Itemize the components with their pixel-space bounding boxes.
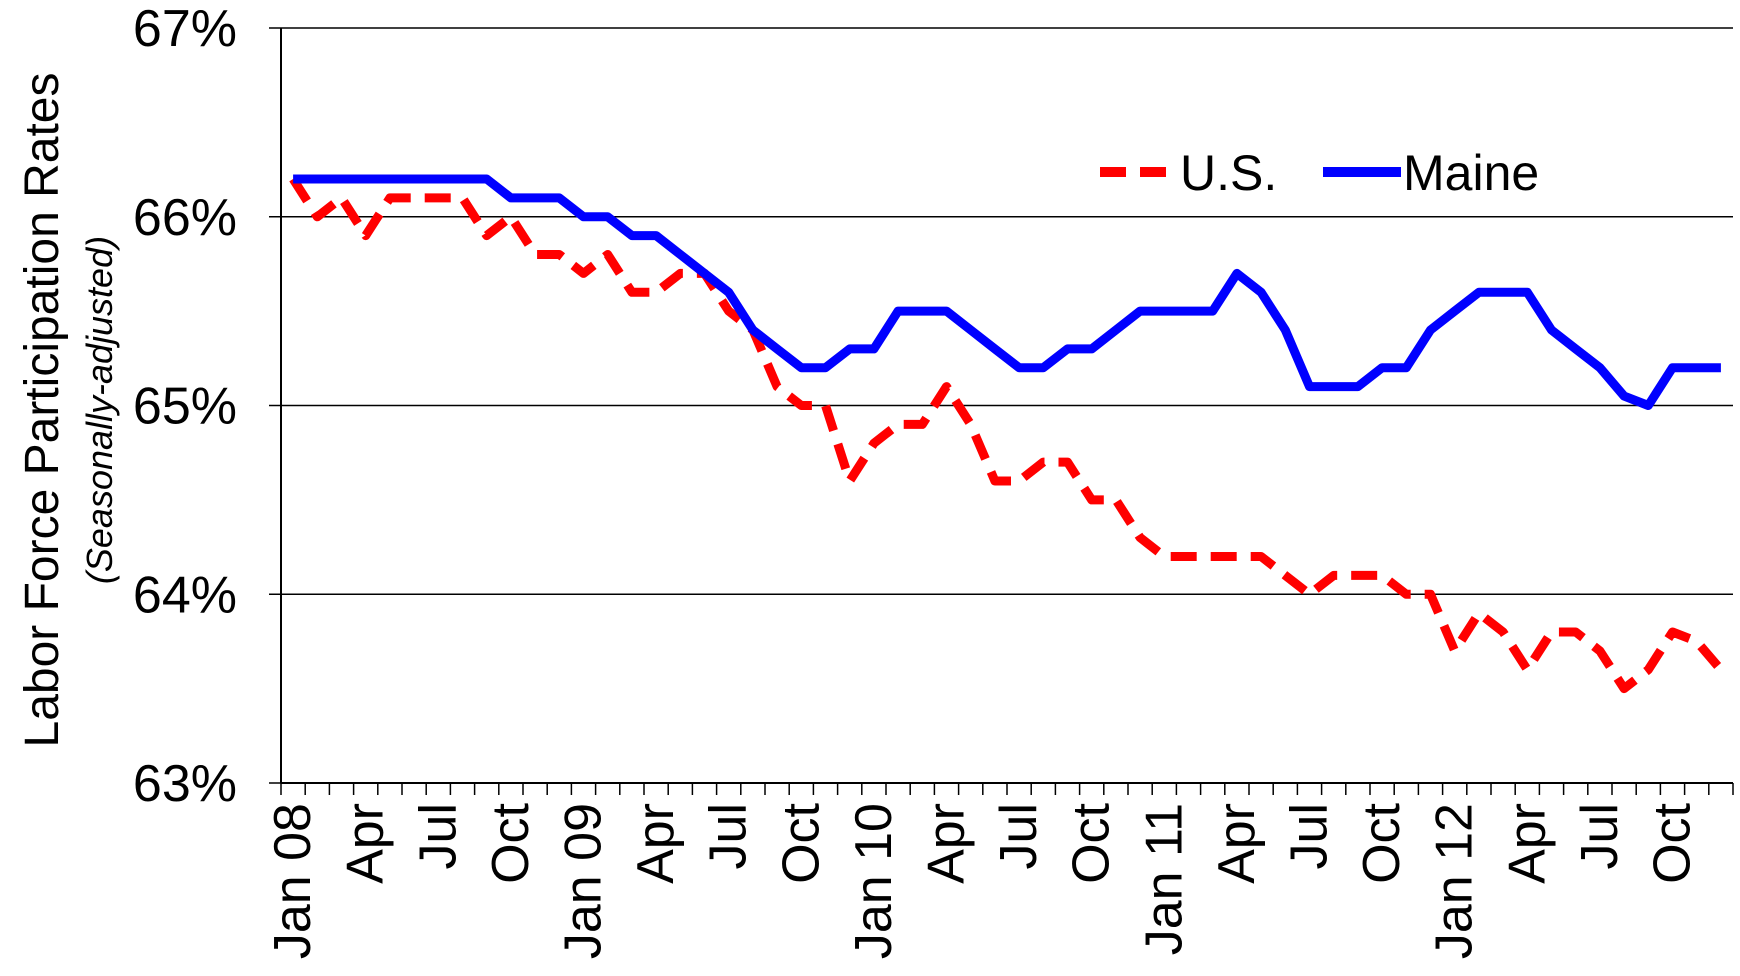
y-tick-label: 66% [133,189,237,247]
x-tick-label: Jul [1571,803,1629,869]
x-tick-label: Jan 11 [1135,803,1193,955]
x-tick-label: Apr [1498,803,1556,884]
legend-label: Maine [1403,145,1539,201]
x-tick-label: Apr [918,803,976,884]
legend-label: U.S. [1180,145,1277,201]
x-tick-label: Apr [337,803,395,884]
x-tick-label: Oct [482,802,540,883]
x-tick-label: Jan 09 [555,803,613,959]
x-tick-label: Oct [1644,802,1702,883]
x-tick-label: Jul [1281,803,1339,869]
y-axis-note: (Seasonally-adjusted) [79,236,120,584]
y-tick-label: 64% [133,566,237,624]
y-tick-label: 65% [133,378,237,436]
x-tick-label: Jul [409,803,467,869]
x-tick-label: Oct [1063,802,1121,883]
x-tick-label: Jan 10 [845,803,903,959]
x-tick-label: Jan 08 [264,803,322,959]
series-line [289,176,1725,694]
x-tick-label: Apr [627,803,685,884]
x-tick-label: Apr [1208,803,1266,884]
y-tick-label: 63% [133,755,237,813]
series-line [293,174,1721,410]
x-tick-label: Jul [700,803,758,869]
y-tick-label: 67% [133,0,237,58]
y-axis-label: Labor Force Participation Rates [16,73,69,748]
x-tick-label: Oct [1353,802,1411,883]
x-tick-label: Jan 12 [1426,803,1484,959]
x-tick-label: Oct [772,802,830,883]
x-tick-label: Jul [990,803,1048,869]
